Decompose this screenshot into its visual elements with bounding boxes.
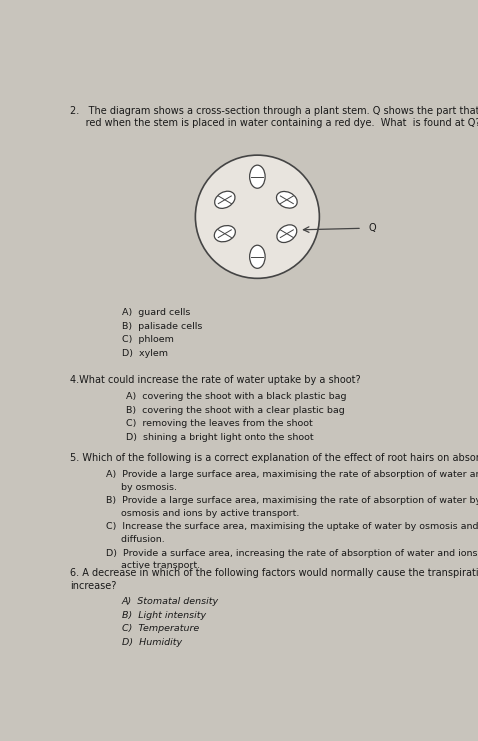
Text: D)  Provide a surface area, increasing the rate of absorption of water and ions : D) Provide a surface area, increasing th… <box>106 548 478 558</box>
Text: A)  covering the shoot with a black plastic bag: A) covering the shoot with a black plast… <box>126 392 346 402</box>
Text: 2.   The diagram shows a cross-section through a plant stem. Q shows the part th: 2. The diagram shows a cross-section thr… <box>70 106 478 116</box>
Text: B)  Light intensity: B) Light intensity <box>122 611 206 619</box>
Text: B)  Provide a large surface area, maximising the rate of absorption of water by: B) Provide a large surface area, maximis… <box>106 496 478 505</box>
Text: B)  covering the shoot with a clear plastic bag: B) covering the shoot with a clear plast… <box>126 406 344 415</box>
Text: D)  xylem: D) xylem <box>122 349 168 358</box>
Text: 5. Which of the following is a correct explanation of the effect of root hairs o: 5. Which of the following is a correct e… <box>70 453 478 463</box>
Text: Q: Q <box>368 223 376 233</box>
Text: 6. A decrease in which of the following factors would normally cause the transpi: 6. A decrease in which of the following … <box>70 568 478 578</box>
Text: A)  Provide a large surface area, maximising the rate of absorption of water and: A) Provide a large surface area, maximis… <box>106 470 478 479</box>
Text: 4.What could increase the rate of water uptake by a shoot?: 4.What could increase the rate of water … <box>70 376 360 385</box>
Text: C)  Increase the surface area, maximising the uptake of water by osmosis and ion: C) Increase the surface area, maximising… <box>106 522 478 531</box>
Text: D)  shining a bright light onto the shoot: D) shining a bright light onto the shoot <box>126 433 313 442</box>
Ellipse shape <box>277 225 297 242</box>
Ellipse shape <box>250 245 265 268</box>
Ellipse shape <box>276 191 297 208</box>
Text: C)  phloem: C) phloem <box>122 336 174 345</box>
Text: C)  removing the leaves from the shoot: C) removing the leaves from the shoot <box>126 419 313 428</box>
Text: osmosis and ions by active transport.: osmosis and ions by active transport. <box>106 509 300 518</box>
Ellipse shape <box>215 191 235 208</box>
Text: C)  Temperature: C) Temperature <box>122 624 199 633</box>
Text: by osmosis.: by osmosis. <box>106 483 177 492</box>
Text: D)  Humidity: D) Humidity <box>122 637 182 647</box>
Ellipse shape <box>250 165 265 188</box>
Text: diffusion.: diffusion. <box>106 535 165 544</box>
Text: red when the stem is placed in water containing a red dye.  What  is found at Q?: red when the stem is placed in water con… <box>70 118 478 128</box>
Text: increase?: increase? <box>70 581 116 591</box>
Text: A)  guard cells: A) guard cells <box>122 308 190 317</box>
Text: active transport.: active transport. <box>106 562 200 571</box>
Text: B)  palisade cells: B) palisade cells <box>122 322 202 330</box>
Ellipse shape <box>196 155 319 279</box>
Ellipse shape <box>214 225 235 242</box>
Text: A)  Stomatal density: A) Stomatal density <box>122 597 219 606</box>
